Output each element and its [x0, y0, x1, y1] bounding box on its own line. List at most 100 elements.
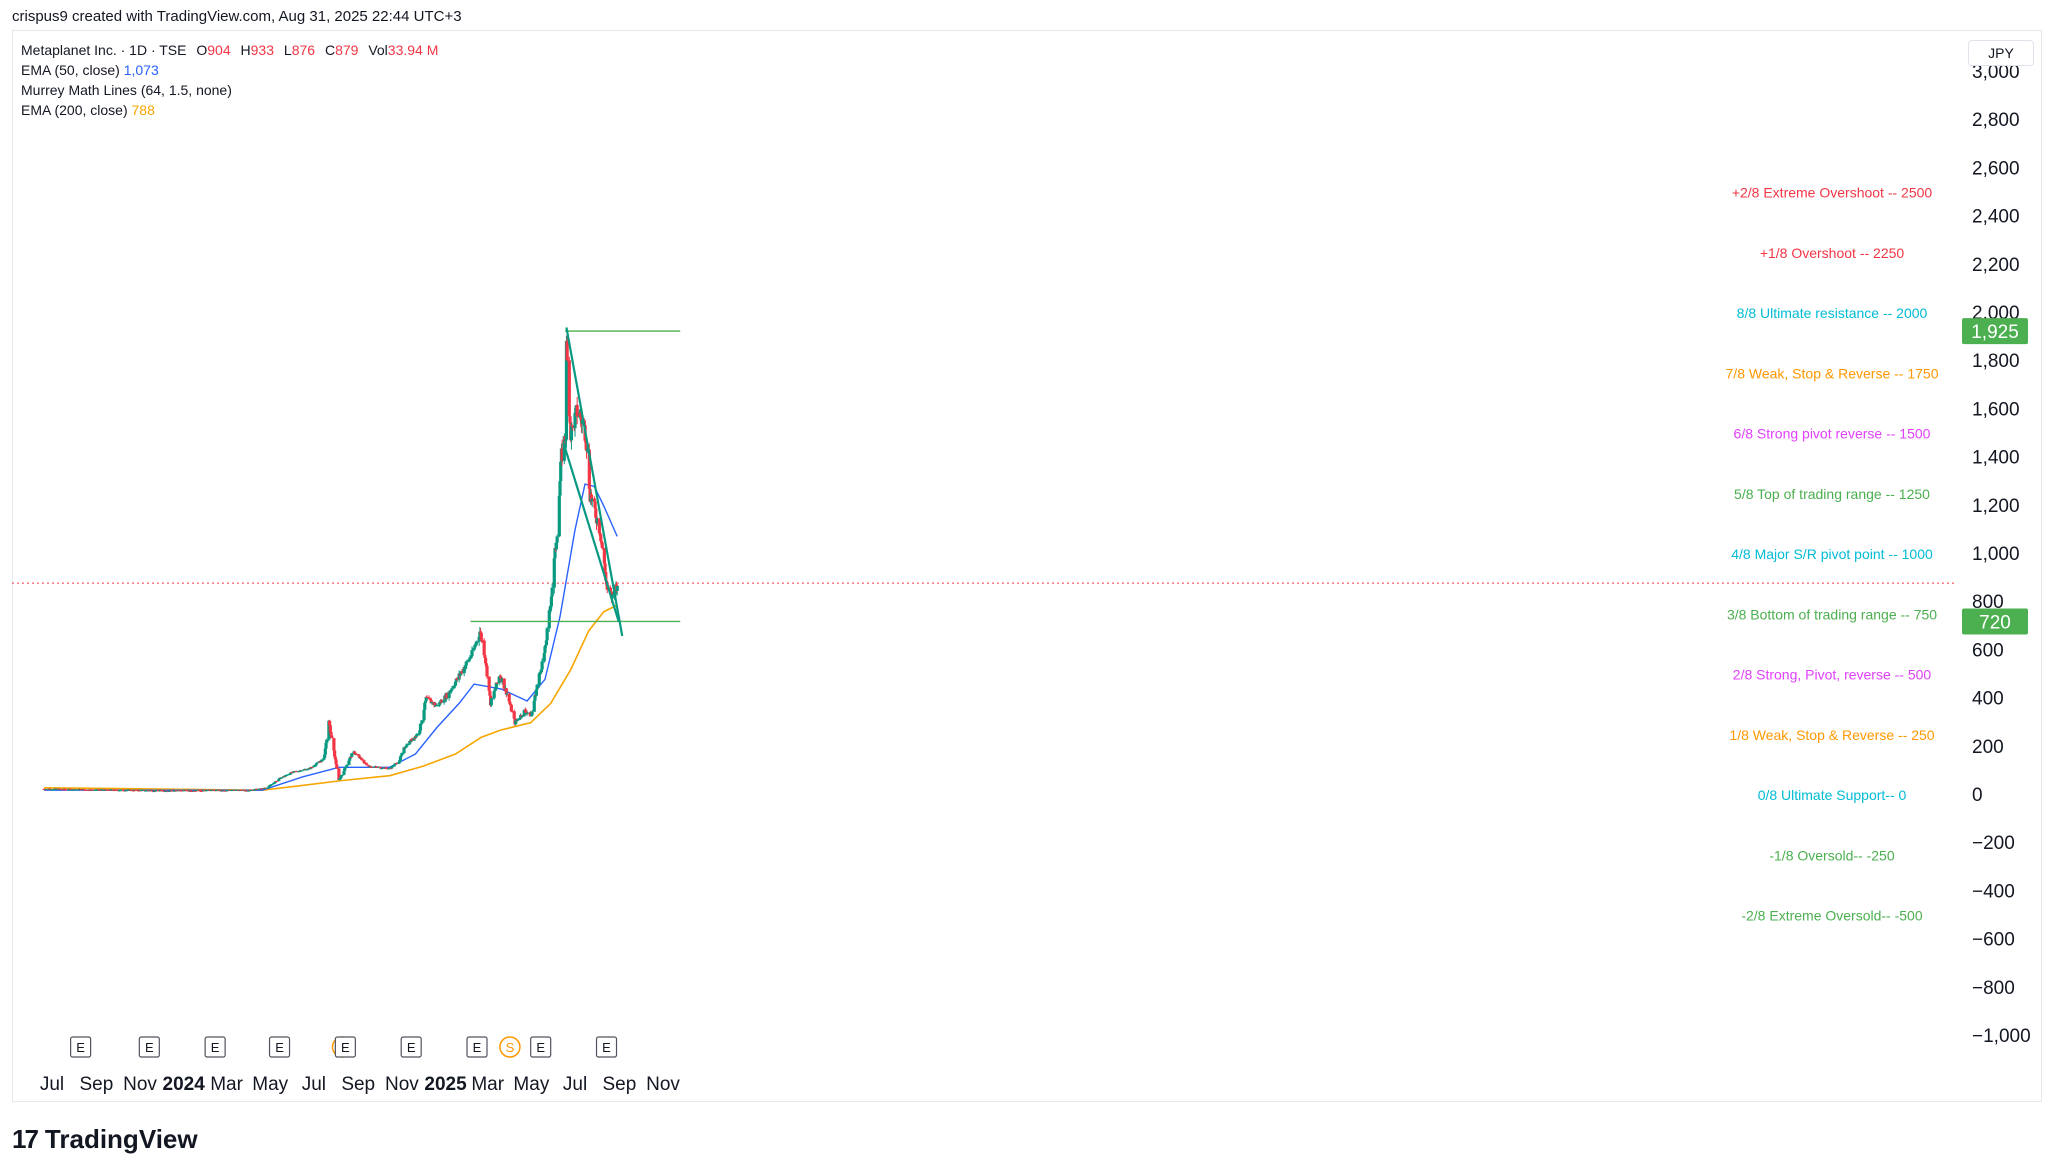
candle-body [539, 669, 544, 673]
candle-body [255, 788, 259, 790]
candle-body [252, 789, 257, 791]
tradingview-logo-text: TradingView [44, 1123, 198, 1154]
candle-body [597, 518, 601, 533]
candle-body [525, 712, 529, 714]
candle-body [509, 704, 513, 712]
legend-ema50-row[interactable]: EMA (50, close) 1,073 [21, 60, 438, 80]
candle-body [385, 768, 389, 770]
candle-body [610, 594, 614, 599]
candle-body [59, 789, 63, 791]
ema50-label[interactable]: EMA (50, close) [21, 62, 120, 78]
candle-body [494, 688, 498, 691]
candle-body [473, 645, 477, 648]
murrey-level-label: 2/8 Strong, Pivot, reverse -- 500 [1733, 667, 1932, 683]
candle-body [337, 768, 341, 781]
price-chart[interactable]: +2/8 Extreme Overshoot -- 2500 +1/8 Overs… [0, 0, 2048, 1120]
chart-frame[interactable] [12, 30, 2042, 1102]
candle-body [445, 693, 449, 699]
candle-body [413, 737, 417, 739]
candle-body [333, 756, 337, 760]
close-value: 879 [335, 42, 359, 58]
candle-body [348, 758, 352, 761]
candle-body [270, 784, 274, 786]
candle-body [240, 789, 244, 791]
candle-body [559, 461, 563, 482]
candle-body [543, 646, 547, 654]
candle-body [600, 542, 604, 548]
candle-body [565, 340, 569, 361]
candle-body [454, 678, 458, 682]
candle-body [408, 740, 412, 744]
candle-body [554, 542, 559, 550]
murrey-level-label: +2/8 Extreme Overshoot -- 2500 [1732, 185, 1933, 201]
earnings-event-icon [466, 1036, 488, 1058]
candle-body [370, 766, 374, 768]
candle-body [355, 754, 359, 756]
candle-body [245, 790, 249, 792]
murrey-label[interactable]: Murrey Math Lines (64, 1.5, none) [21, 82, 232, 98]
open-value: 904 [207, 42, 231, 58]
candle-body [324, 742, 328, 749]
candle-body [483, 655, 487, 658]
candle-body [329, 731, 333, 736]
candle-body [507, 693, 511, 702]
candle-body [549, 606, 553, 609]
ema200-label[interactable]: EMA (200, close) [21, 102, 128, 118]
open-label: O [196, 42, 208, 58]
candle-body [272, 782, 277, 784]
candle-body [468, 657, 473, 659]
time-tick-label: Nov [646, 1074, 680, 1095]
currency-button[interactable]: JPY [1968, 40, 2034, 66]
candle-body [474, 641, 478, 645]
candle-body [364, 762, 368, 764]
candle-body [575, 405, 579, 417]
candle-body [553, 548, 557, 559]
candle-body [455, 678, 459, 680]
murrey-level-label: 5/8 Top of trading range -- 1250 [1734, 486, 1930, 502]
candle-body [44, 789, 48, 791]
candle-body [548, 608, 552, 611]
earnings-event-label: E [473, 1040, 482, 1055]
legend-symbol-row[interactable]: Metaplanet Inc. · 1D · TSE O904 H933 L87… [21, 40, 438, 60]
candle-body [323, 754, 327, 758]
chart-legend: Metaplanet Inc. · 1D · TSE O904 H933 L87… [21, 40, 438, 120]
candle-body [485, 665, 489, 677]
volume-value: 33.94 M [387, 42, 439, 58]
candle-body [550, 587, 554, 597]
time-axis: Jul Sep Nov 2024 Mar May Jul Sep Nov 2025 Mar May Ju… [40, 1074, 681, 1095]
candle-body [380, 768, 384, 770]
candle-body [320, 759, 324, 762]
symbol-name[interactable]: Metaplanet Inc. · 1D · TSE [21, 42, 187, 58]
candle-body [420, 720, 424, 724]
candle-body [422, 709, 426, 721]
candle-body [283, 775, 287, 777]
candle-body [234, 790, 239, 792]
candle-body [277, 779, 281, 782]
legend-murrey-row[interactable]: Murrey Math Lines (64, 1.5, none) [21, 80, 438, 100]
time-tick-label: Jul [563, 1074, 587, 1095]
legend-ema200-row[interactable]: EMA (200, close) 788 [21, 100, 438, 120]
wedge-trend-line [562, 442, 620, 622]
earnings-event-icon [334, 1036, 356, 1058]
candle-body [267, 786, 271, 788]
candle-body [335, 764, 339, 769]
chart-attribution: crispus9 created with TradingView.com, A… [12, 8, 462, 25]
candle-body [106, 789, 111, 791]
price-tick-label: −800 [1972, 978, 2015, 999]
high-value: 933 [250, 42, 274, 58]
candle-body [517, 718, 521, 721]
tradingview-logo[interactable]: 17 TradingView [12, 1122, 198, 1156]
ema50-line [44, 483, 618, 791]
candle-body [500, 678, 504, 682]
time-tick-label: Jul [40, 1074, 64, 1095]
candle-body [353, 751, 357, 754]
candle-body [590, 498, 594, 502]
candle-body [539, 672, 543, 674]
candle-body [313, 765, 317, 767]
candle-body [510, 711, 514, 713]
candle-body [540, 661, 544, 670]
split-event-label: S [506, 1040, 515, 1055]
candle-body [448, 690, 453, 693]
candle-body [395, 763, 399, 765]
candle-body [418, 730, 422, 734]
